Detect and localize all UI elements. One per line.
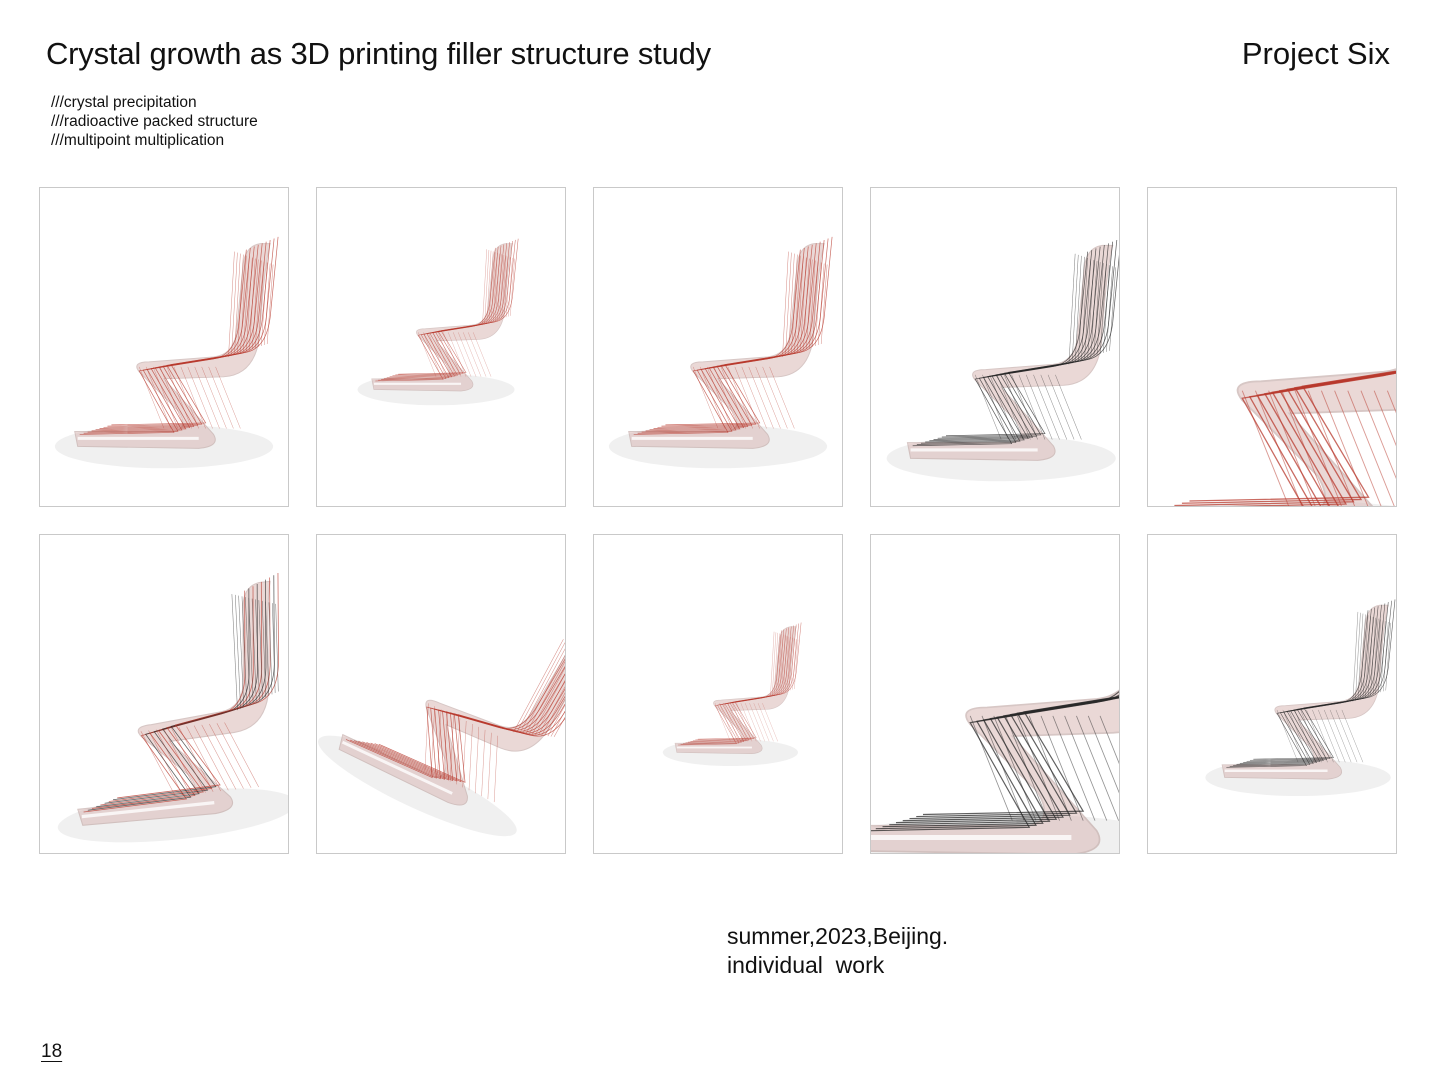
- render-panel: [1147, 187, 1397, 507]
- render-panel: [1147, 534, 1397, 854]
- chair-render-image: [357, 238, 519, 406]
- chair-render-image: [1205, 599, 1396, 797]
- render-panel: [593, 534, 843, 854]
- chair-render-image: [871, 689, 1119, 853]
- render-panel: [316, 534, 566, 854]
- chair-render-image: [54, 236, 279, 469]
- render-gallery: [39, 187, 1399, 855]
- chair-render-image: [886, 239, 1119, 482]
- page-title: Crystal growth as 3D printing filler str…: [46, 36, 711, 71]
- caption-line-authorship: individual work: [727, 952, 885, 978]
- tag-item: ///radioactive packed structure: [51, 113, 258, 130]
- chair-render-image: [57, 573, 288, 843]
- tag-item: ///crystal precipitation: [51, 94, 197, 111]
- project-label: Project Six: [1241, 36, 1390, 71]
- page-number: 18: [41, 1041, 63, 1062]
- chair-render-image: [1174, 368, 1396, 506]
- keyword-tags: ///crystal precipitation ///radioactive …: [51, 93, 258, 150]
- render-panel: [39, 187, 289, 507]
- chair-render-image: [662, 622, 802, 766]
- caption-line-date-place: summer,2023,Beijing.: [727, 923, 949, 949]
- render-panel: [39, 534, 289, 854]
- chair-render-image: [608, 236, 833, 469]
- tag-item: ///multipoint multiplication: [51, 132, 225, 149]
- render-panel: [593, 187, 843, 507]
- chair-render-image: [318, 639, 565, 837]
- project-caption: summer,2023,Beijing. individual work: [727, 922, 948, 980]
- render-panel: [870, 534, 1120, 854]
- render-panel: [870, 187, 1120, 507]
- render-panel: [316, 187, 566, 507]
